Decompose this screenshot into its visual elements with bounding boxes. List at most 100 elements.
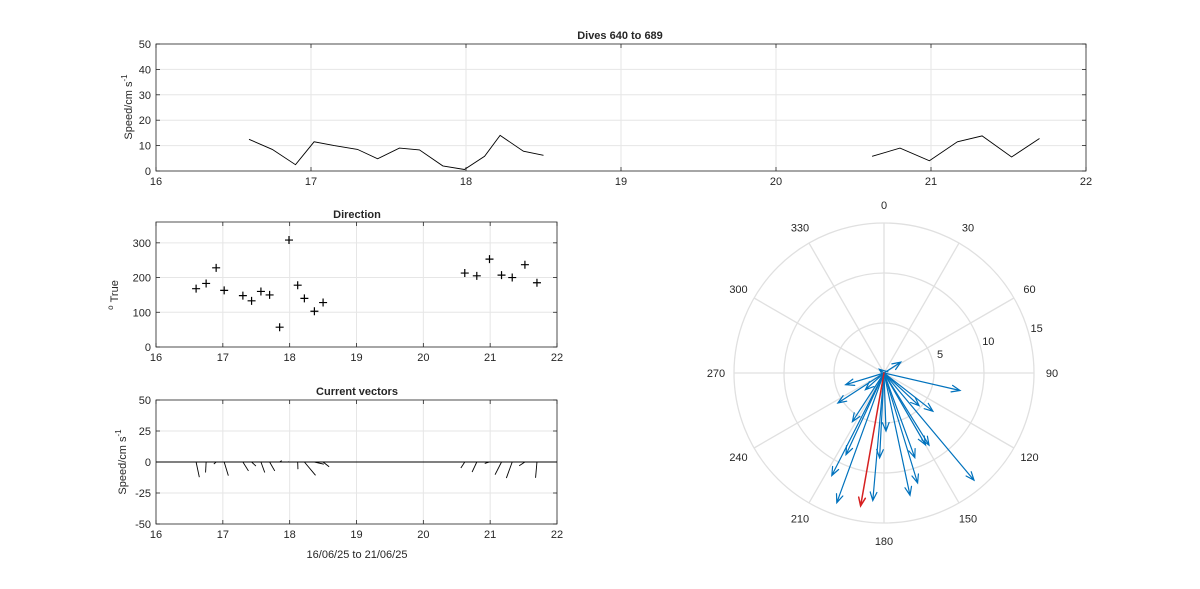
x-tick-label: 19 bbox=[615, 176, 627, 188]
direction-point bbox=[212, 263, 221, 272]
vectors-xlabel: 16/06/25 to 21/06/25 bbox=[307, 549, 408, 561]
direction-panel: Direction oTrue 16 17 18 19 20 21 22 0 100 200 300 bbox=[106, 209, 563, 364]
y-tick-label: 25 bbox=[139, 426, 151, 438]
angle-tick-label: 300 bbox=[729, 284, 747, 296]
y-tick-label: 0 bbox=[145, 342, 151, 354]
current-arrow bbox=[835, 372, 885, 505]
angle-tick-label: 270 bbox=[707, 368, 725, 380]
speed-series-line bbox=[871, 135, 1040, 162]
y-tick-label: 30 bbox=[139, 90, 151, 102]
y-tick-label: 10 bbox=[139, 141, 151, 153]
polar-spoke bbox=[808, 372, 885, 504]
polar-spoke bbox=[883, 372, 1015, 449]
current-vector-stick bbox=[251, 461, 257, 467]
angle-tick-label: 150 bbox=[959, 513, 977, 525]
angle-tick-label: 0 bbox=[881, 200, 887, 212]
radial-tick-label: 5 bbox=[937, 349, 943, 361]
current-arrow bbox=[844, 372, 885, 386]
y-tick-label: 50 bbox=[139, 395, 151, 407]
current-arrow bbox=[864, 372, 885, 391]
direction-point bbox=[508, 273, 517, 282]
current-vector-stick bbox=[195, 461, 200, 478]
x-tick-label: 16 bbox=[150, 176, 162, 188]
current-arrow bbox=[881, 372, 890, 433]
direction-title: Direction bbox=[333, 209, 381, 221]
y-tick-label: 20 bbox=[139, 115, 151, 127]
current-vector-stick bbox=[314, 461, 324, 465]
x-tick-label: 17 bbox=[217, 529, 229, 541]
current-arrow bbox=[883, 372, 962, 393]
speed-panel: Dives 640 to 689 Speed/cm s-1 16 17 18 19 20… bbox=[120, 30, 1092, 188]
current-arrow bbox=[836, 372, 885, 404]
direction-point bbox=[300, 294, 309, 303]
current-vector-stick bbox=[322, 461, 330, 468]
speed-title: Dives 640 to 689 bbox=[577, 30, 663, 42]
direction-point bbox=[310, 307, 319, 316]
direction-point bbox=[275, 323, 284, 332]
direction-point bbox=[293, 281, 302, 290]
current-vector-stick bbox=[471, 461, 478, 473]
current-arrow bbox=[883, 372, 913, 497]
x-tick-label: 17 bbox=[217, 352, 229, 364]
vectors-panel: Current vectors Speed/cm s-1 16/06/25 to… bbox=[114, 386, 563, 561]
direction-point bbox=[532, 278, 541, 287]
current-vector-stick bbox=[242, 461, 249, 472]
direction-point bbox=[472, 271, 481, 280]
speed-ylabel: Speed/cm s-1 bbox=[120, 74, 135, 140]
y-tick-label: 200 bbox=[133, 273, 151, 285]
x-tick-label: 20 bbox=[417, 352, 429, 364]
angle-tick-label: 330 bbox=[791, 223, 809, 235]
angle-tick-label: 210 bbox=[791, 513, 809, 525]
current-vector-stick bbox=[205, 461, 207, 473]
direction-point bbox=[192, 284, 201, 293]
direction-point bbox=[265, 290, 274, 299]
y-tick-label: 300 bbox=[133, 238, 151, 250]
current-arrow bbox=[869, 372, 885, 503]
direction-point bbox=[247, 296, 256, 305]
x-tick-label: 16 bbox=[150, 352, 162, 364]
x-tick-label: 19 bbox=[350, 352, 362, 364]
current-vector-stick bbox=[518, 461, 526, 467]
x-tick-label: 18 bbox=[460, 176, 472, 188]
current-vector-stick bbox=[269, 461, 276, 472]
x-tick-label: 18 bbox=[284, 352, 296, 364]
current-arrow bbox=[883, 372, 927, 447]
polar-spoke bbox=[753, 372, 885, 449]
current-vector-stick bbox=[213, 461, 217, 465]
x-tick-label: 21 bbox=[484, 352, 496, 364]
y-tick-label: 0 bbox=[145, 166, 151, 178]
polar-spoke bbox=[883, 242, 960, 374]
current-arrow bbox=[883, 372, 921, 407]
direction-point bbox=[220, 286, 229, 295]
polar-rose-panel: 0 30 60 90 120 150 180 210 240 270 300 330 5 10 15 bbox=[707, 200, 1058, 548]
angle-tick-label: 180 bbox=[875, 536, 893, 548]
angle-tick-label: 120 bbox=[1020, 452, 1038, 464]
direction-point bbox=[319, 298, 328, 307]
current-arrow bbox=[851, 372, 885, 423]
angle-tick-label: 240 bbox=[729, 452, 747, 464]
x-tick-label: 20 bbox=[770, 176, 782, 188]
x-tick-label: 22 bbox=[1080, 176, 1092, 188]
angle-tick-label: 90 bbox=[1046, 368, 1058, 380]
direction-point bbox=[460, 269, 469, 278]
x-tick-label: 21 bbox=[925, 176, 937, 188]
current-arrow bbox=[883, 372, 919, 485]
polar-spoke bbox=[753, 297, 885, 374]
direction-point bbox=[202, 279, 211, 288]
radial-tick-label: 10 bbox=[982, 336, 994, 348]
vectors-ylabel: Speed/cm s-1 bbox=[114, 429, 129, 495]
vectors-title: Current vectors bbox=[316, 386, 398, 398]
current-vector-stick bbox=[505, 461, 513, 479]
direction-point bbox=[284, 236, 293, 245]
current-vector-stick bbox=[260, 461, 266, 473]
y-tick-label: 50 bbox=[139, 39, 151, 51]
direction-ylabel: oTrue bbox=[106, 280, 121, 310]
x-tick-label: 20 bbox=[417, 529, 429, 541]
current-vector-stick bbox=[304, 461, 316, 476]
radial-tick-label: 15 bbox=[1030, 323, 1042, 335]
y-tick-label: 0 bbox=[145, 457, 151, 469]
x-tick-label: 19 bbox=[350, 529, 362, 541]
x-tick-label: 22 bbox=[551, 529, 563, 541]
x-tick-label: 22 bbox=[551, 352, 563, 364]
current-vector-stick bbox=[460, 461, 466, 469]
